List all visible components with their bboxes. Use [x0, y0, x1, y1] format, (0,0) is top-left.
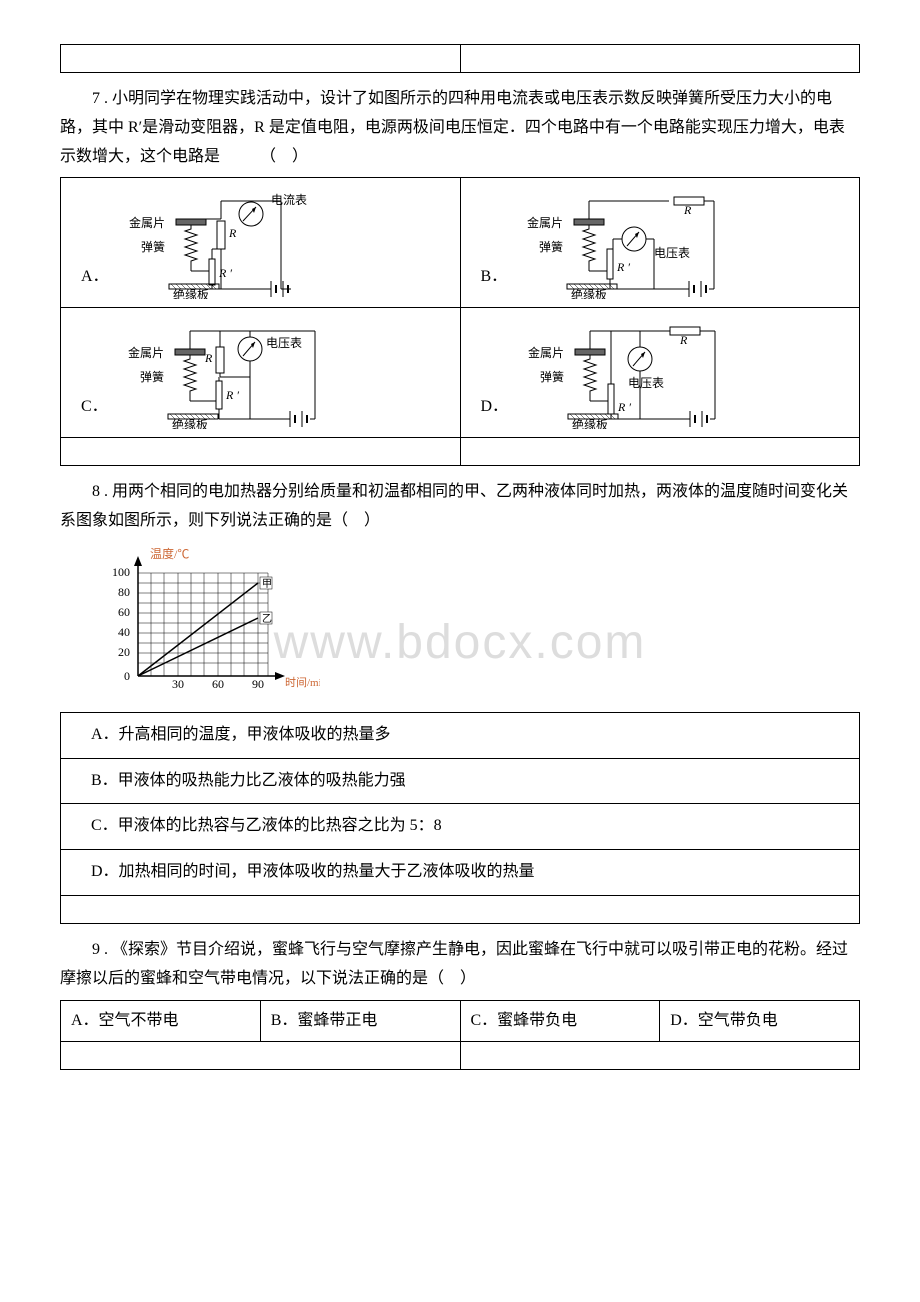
svg-text:90: 90 — [252, 677, 264, 691]
svg-text:60: 60 — [212, 677, 224, 691]
svg-text:R: R — [228, 226, 237, 240]
svg-text:0: 0 — [124, 669, 130, 683]
q9-option-d: D．空气带负电 — [660, 1000, 860, 1042]
q9-option-a: A．空气不带电 — [61, 1000, 261, 1042]
svg-text:绝缘板: 绝缘板 — [172, 417, 208, 429]
circuit-c-diagram: R 电压表 金属片 — [120, 319, 340, 429]
q8-option-a: A．升高相同的温度，甲液体吸收的热量多 — [61, 712, 860, 758]
svg-text:R: R — [679, 333, 688, 347]
svg-text:甲: 甲 — [262, 579, 272, 590]
svg-text:绝缘板: 绝缘板 — [571, 287, 607, 299]
option-a-label: A． — [81, 263, 109, 300]
svg-text:电压表: 电压表 — [628, 376, 664, 390]
svg-text:R ′: R ′ — [225, 388, 239, 402]
q7-options-table: A． 电流表 金属片 — [60, 177, 860, 466]
q8-option-b: B．甲液体的吸热能力比乙液体的吸热能力强 — [61, 758, 860, 804]
q9-option-c: C．蜜蜂带负电 — [460, 1000, 660, 1042]
svg-text:金属片: 金属片 — [128, 345, 164, 360]
svg-text:绝缘板: 绝缘板 — [572, 417, 608, 429]
q8-option-d: D．加热相同的时间，甲液体吸收的热量大于乙液体吸收的热量 — [61, 850, 860, 896]
option-b-label: B． — [481, 263, 508, 300]
svg-text:金属片: 金属片 — [527, 215, 563, 230]
question-8-text: 8 . 用两个相同的电加热器分别给质量和初温都相同的甲、乙两种液体同时加热，两液… — [60, 478, 860, 536]
svg-text:乙: 乙 — [262, 613, 272, 625]
option-c-label: C． — [81, 393, 108, 430]
svg-text:金属片: 金属片 — [129, 215, 165, 230]
svg-text:电压表: 电压表 — [266, 336, 302, 350]
svg-text:20: 20 — [118, 645, 130, 659]
q9-options-table: A．空气不带电 B．蜜蜂带正电 C．蜜蜂带负电 D．空气带负电 — [60, 1000, 860, 1071]
circuit-b-diagram: R 金属片 弹簧 电压表 — [519, 189, 739, 299]
svg-text:R ′: R ′ — [218, 266, 232, 280]
circuit-a-diagram: 电流表 金属片 弹簧 R — [121, 189, 331, 299]
question-9-text: 9 . 《探索》节目介绍说，蜜蜂飞行与空气摩擦产生静电，因此蜜蜂在飞行中就可以吸… — [60, 936, 860, 994]
circuit-d-diagram: R 金属片 弹簧 电压表 — [520, 319, 740, 429]
svg-text:绝缘板: 绝缘板 — [173, 287, 209, 299]
q8-option-c: C．甲液体的比热容与乙液体的比热容之比为 5：8 — [61, 804, 860, 850]
svg-text:电压表: 电压表 — [654, 246, 690, 260]
svg-text:R ′: R ′ — [617, 400, 631, 414]
svg-text:温度/℃: 温度/℃ — [150, 546, 189, 561]
empty-table-top — [60, 44, 860, 73]
svg-text:R: R — [683, 203, 692, 217]
svg-text:时间/min: 时间/min — [285, 676, 320, 689]
svg-text:弹簧: 弹簧 — [141, 239, 165, 254]
svg-text:R ′: R ′ — [616, 260, 630, 274]
option-d-label: D． — [481, 393, 509, 430]
q8-options-table: A．升高相同的温度，甲液体吸收的热量多 B．甲液体的吸热能力比乙液体的吸热能力强… — [60, 712, 860, 924]
svg-text:100: 100 — [112, 565, 130, 579]
svg-text:30: 30 — [172, 677, 184, 691]
svg-text:弹簧: 弹簧 — [540, 369, 564, 384]
q9-option-b: B．蜜蜂带正电 — [260, 1000, 460, 1042]
svg-text:弹簧: 弹簧 — [140, 369, 164, 384]
svg-text:弹簧: 弹簧 — [539, 239, 563, 254]
question-7-text: 7 . 小明同学在物理实践活动中，设计了如图所示的四种用电流表或电压表示数反映弹… — [60, 85, 860, 171]
svg-text:80: 80 — [118, 585, 130, 599]
svg-text:60: 60 — [118, 605, 130, 619]
q8-chart: 温度/℃ 时间/min 100 80 60 40 20 0 30 60 90 — [90, 546, 860, 702]
svg-text:40: 40 — [118, 625, 130, 639]
svg-text:电流表: 电流表 — [271, 193, 307, 207]
svg-text:金属片: 金属片 — [528, 345, 564, 360]
